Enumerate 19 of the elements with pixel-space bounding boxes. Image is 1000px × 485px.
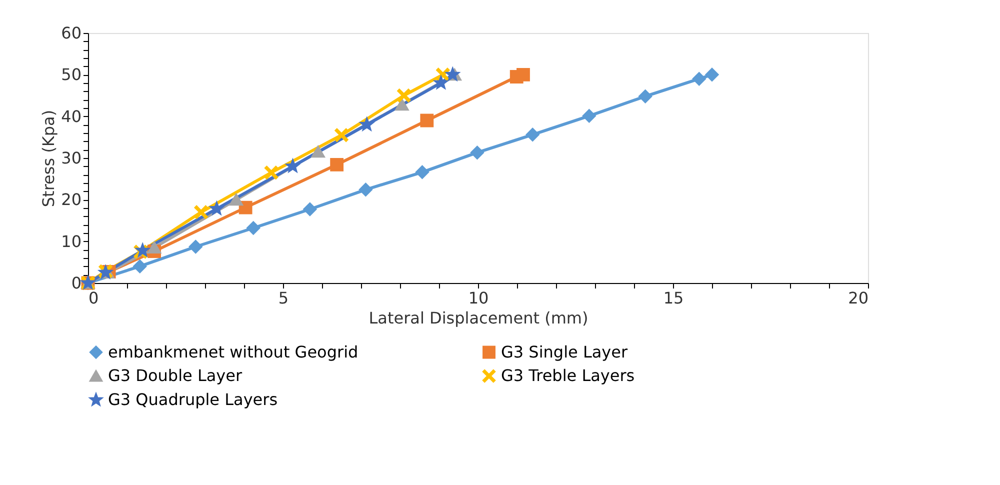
x-axis-title: Lateral Displacement (mm) [368,308,588,328]
legend-label: G3 Treble Layers [501,366,635,385]
legend-label: G3 Double Layer [108,366,242,385]
y-tick-label: 50 [61,65,82,84]
x-tick-label: 20 [848,288,868,308]
legend-label: G3 Single Layer [501,342,628,362]
y-tick-label: 20 [61,190,82,210]
x-tick-label: 0 [88,288,99,308]
legend-label: G3 Quadruple Layers [108,390,278,409]
y-tick-label: 40 [61,106,82,126]
y-axis-title: Stress (Kpa) [39,110,58,208]
y-tick-label: 30 [61,148,82,168]
y-tick-label: 10 [61,232,82,251]
y-tick-label: 60 [61,24,82,42]
x-tick-label: 15 [663,288,684,308]
y-tick-label: 0 [71,274,82,292]
legend-label: embankmenet without Geogrid [108,342,358,362]
x-tick-label: 10 [468,288,489,308]
x-tick-label: 5 [278,288,289,308]
